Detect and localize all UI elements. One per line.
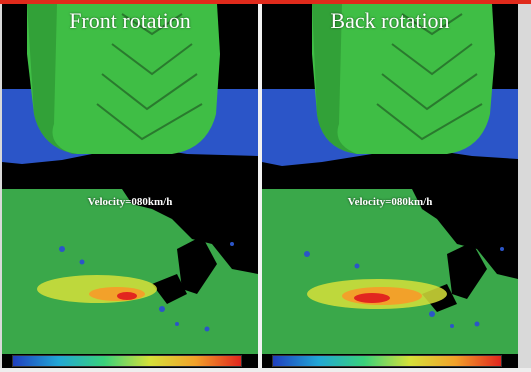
- panel-title: Back rotation: [330, 8, 450, 33]
- colorbar: [12, 355, 242, 367]
- back-rotation-panel: Back rotation Velocity=080km/h: [262, 4, 518, 368]
- top-accent-bar: [0, 0, 531, 4]
- velocity-label: Velocity=080km/h: [87, 196, 173, 208]
- panel-divider: [258, 4, 262, 372]
- velocity-label: Velocity=080km/h: [347, 196, 433, 208]
- panel-title: Front rotation: [69, 8, 191, 33]
- bottom-strip: [0, 368, 531, 372]
- tire-render: [262, 4, 518, 368]
- front-rotation-panel: Front rotation Velocity=080km/h: [2, 4, 258, 368]
- colorbar: [272, 355, 502, 367]
- tire-render: [2, 4, 258, 368]
